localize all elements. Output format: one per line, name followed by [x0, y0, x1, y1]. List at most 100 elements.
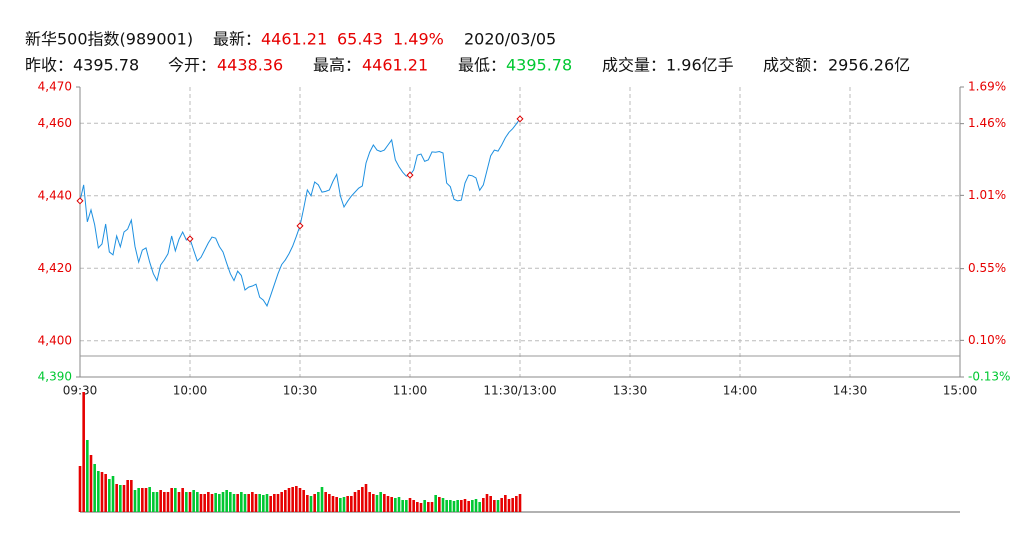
- volume-bar: [100, 472, 104, 512]
- volume-bar: [496, 500, 500, 512]
- volume-bar: [449, 500, 452, 512]
- volume-bar: [364, 484, 368, 512]
- volume-bar: [309, 496, 313, 512]
- label: 最高：: [313, 56, 361, 75]
- volume-bar: [423, 500, 426, 512]
- value: 4461.21: [362, 56, 428, 75]
- volume-bar: [408, 498, 412, 512]
- volume-bar: [390, 497, 393, 512]
- volume-bar: [265, 494, 269, 512]
- volume-bar: [247, 494, 250, 512]
- volume-bar: [269, 496, 272, 512]
- volume-bar: [452, 501, 456, 512]
- x-tick-label: 14:30: [833, 384, 868, 398]
- volume-bar: [350, 496, 353, 512]
- value: 65.43: [337, 30, 383, 49]
- y2-tick-label: -0.13%: [968, 370, 1010, 384]
- label: 最低：: [458, 56, 506, 75]
- volume-bar: [324, 492, 327, 512]
- volume-bar: [130, 480, 133, 512]
- volume-bar: [331, 496, 335, 512]
- volume-bar: [339, 498, 342, 512]
- value: 2956.26亿: [828, 56, 910, 75]
- volume-bar: [221, 492, 225, 512]
- y2-tick-label: 0.55%: [968, 261, 1006, 275]
- label: 最新：: [213, 30, 261, 49]
- label: 成交量：: [602, 56, 666, 75]
- volume-bar: [240, 492, 243, 512]
- volume-bar: [93, 464, 96, 512]
- value: 4395.78: [506, 56, 572, 75]
- volume-bar: [419, 503, 423, 512]
- point-marker: [516, 115, 524, 123]
- label: 今开：: [168, 56, 216, 75]
- volume-bar: [430, 502, 434, 512]
- volume-bar: [133, 490, 137, 512]
- index-name: 新华500指数(989001): [25, 30, 193, 49]
- volume-bar: [328, 494, 331, 512]
- volume-bar: [254, 494, 258, 512]
- y2-tick-label: 0.10%: [968, 333, 1006, 347]
- volume-bar: [119, 485, 122, 512]
- date: 2020/03/05: [464, 30, 556, 49]
- volume-bar: [405, 500, 408, 512]
- volume-bar: [218, 494, 221, 512]
- volume-bar: [108, 479, 111, 512]
- volume-bar: [346, 496, 349, 512]
- x-tick-label: 15:00: [943, 384, 978, 398]
- volume-bar: [262, 495, 265, 512]
- point-marker: [296, 222, 304, 230]
- y2-tick-label: 1.01%: [968, 188, 1006, 202]
- y-tick-label: 4,460: [38, 116, 72, 130]
- value: 1.96亿手: [666, 56, 734, 75]
- y2-tick-label: 1.69%: [968, 80, 1006, 94]
- volume-bar: [394, 498, 397, 512]
- volume-bar: [317, 492, 320, 512]
- volume-bar: [335, 497, 338, 512]
- volume-bar: [518, 494, 522, 512]
- volume-bar: [210, 494, 214, 512]
- value: 4438.36: [217, 56, 283, 75]
- volume-bar: [467, 501, 470, 512]
- volume-bar: [86, 440, 89, 512]
- volume-bar: [111, 476, 115, 512]
- volume-bar: [441, 498, 445, 512]
- volume-bar: [485, 494, 489, 512]
- volume-bar: [196, 492, 199, 512]
- volume-bar: [214, 493, 217, 512]
- volume-bar: [148, 487, 151, 512]
- volume-bar: [203, 494, 206, 512]
- volume-bar: [295, 486, 298, 512]
- point-marker: [406, 171, 414, 179]
- volume-bar: [199, 494, 203, 512]
- volume-bar: [236, 494, 239, 512]
- volume-bar: [258, 494, 261, 512]
- volume-bar: [152, 492, 155, 512]
- value: 4461.21: [261, 30, 327, 49]
- volume-bar: [170, 488, 173, 512]
- volume-bar: [320, 487, 324, 512]
- label: 昨收：: [25, 56, 73, 75]
- volume-bar: [386, 496, 390, 512]
- volume-bar: [188, 492, 192, 512]
- volume-bar: [478, 502, 481, 512]
- volume-bar: [302, 490, 305, 512]
- volume-bar: [445, 500, 448, 512]
- value: 4395.78: [73, 56, 139, 75]
- volume-bar: [504, 495, 507, 512]
- volume-bar: [280, 492, 283, 512]
- x-tick-label: 11:00: [393, 384, 428, 398]
- volume-bar: [229, 492, 232, 512]
- y-tick-label: 4,420: [38, 261, 72, 275]
- volume-bar: [115, 484, 118, 512]
- volume-bar: [493, 500, 496, 512]
- volume-bar: [284, 490, 287, 512]
- volume-bar: [379, 492, 382, 512]
- volume-bar: [313, 494, 316, 512]
- volume-bar: [507, 499, 511, 512]
- volume-bar: [298, 488, 302, 512]
- volume-bar: [78, 466, 82, 512]
- x-tick-label: 14:00: [723, 384, 758, 398]
- volume-bar: [368, 492, 371, 512]
- volume-bar: [515, 496, 518, 512]
